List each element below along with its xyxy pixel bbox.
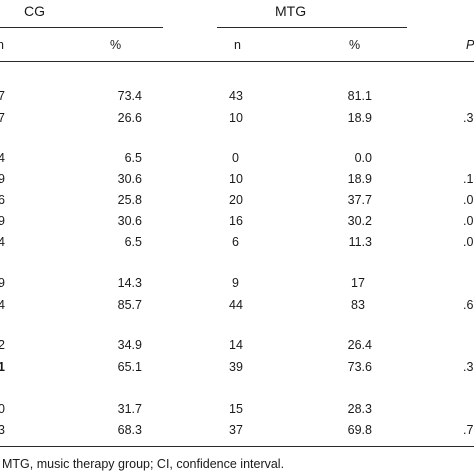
cell-pct-cg: 26.6 bbox=[117, 111, 142, 125]
group-header-mtg: MTG bbox=[275, 3, 307, 19]
cell-n-cg: 9 bbox=[0, 214, 5, 228]
cell-pct-cg: 6.5 bbox=[124, 235, 142, 249]
cell-pct-cg: 68.3 bbox=[117, 423, 142, 437]
cell-n-cg: 2 bbox=[0, 338, 5, 352]
cell-n-mtg: 44 bbox=[229, 298, 243, 312]
col-header-n-mtg: n bbox=[234, 38, 241, 52]
cell-n-mtg: 10 bbox=[229, 172, 243, 186]
cell-pct-cg: 30.6 bbox=[117, 172, 142, 186]
cell-n-cg: 4 bbox=[0, 298, 5, 312]
cell-pct-cg: 6.5 bbox=[124, 151, 142, 165]
table-footnote: MTG, music therapy group; CI, confidence… bbox=[2, 457, 285, 471]
cell-pct-cg: 30.6 bbox=[117, 214, 142, 228]
col-header-pct-cg: % bbox=[110, 38, 122, 52]
cell-n-mtg: 20 bbox=[229, 193, 243, 207]
cell-p: .3 bbox=[463, 360, 474, 374]
cell-n-cg: 3 bbox=[0, 423, 5, 437]
cell-n-cg: 4 bbox=[0, 151, 5, 165]
cell-n-cg: 6 bbox=[0, 193, 5, 207]
cg-group-rule bbox=[0, 27, 163, 28]
cell-pct-mtg: 30.2 bbox=[347, 214, 372, 228]
cell-p: .7 bbox=[463, 423, 474, 437]
mtg-group-rule bbox=[217, 27, 407, 28]
table-bottom-rule bbox=[0, 446, 474, 447]
cell-p: .0 bbox=[463, 214, 474, 228]
cell-n-mtg: 10 bbox=[229, 111, 243, 125]
cell-pct-mtg: 28.3 bbox=[347, 402, 372, 416]
cell-n-mtg: 15 bbox=[229, 402, 243, 416]
cell-n-mtg: 0 bbox=[232, 151, 239, 165]
cell-n-cg: 4 bbox=[0, 235, 5, 249]
col-header-n-cg: n bbox=[0, 38, 4, 52]
cell-p: .0 bbox=[463, 193, 474, 207]
cell-pct-mtg: 26.4 bbox=[347, 338, 372, 352]
cell-pct-mtg: 11.3 bbox=[348, 235, 372, 249]
cell-n-mtg: 9 bbox=[232, 276, 239, 290]
cell-n-mtg: 6 bbox=[232, 235, 239, 249]
cell-pct-mtg: 69.8 bbox=[347, 423, 372, 437]
cell-n-cg: 9 bbox=[0, 276, 5, 290]
cell-p: .6 bbox=[463, 298, 474, 312]
cell-n-mtg: 37 bbox=[229, 423, 243, 437]
cell-pct-mtg: 37.7 bbox=[347, 193, 372, 207]
cell-pct-mtg: 81.1 bbox=[347, 89, 372, 103]
col-header-p: P bbox=[466, 38, 474, 52]
cell-pct-mtg: 18.9 bbox=[347, 172, 372, 186]
cell-pct-mtg: 18.9 bbox=[347, 111, 372, 125]
cell-n-mtg: 43 bbox=[229, 89, 243, 103]
cell-n-cg: 9 bbox=[0, 172, 5, 186]
cell-pct-cg: 25.8 bbox=[117, 193, 142, 207]
cell-pct-cg: 31.7 bbox=[117, 402, 142, 416]
cell-n-mtg: 14 bbox=[229, 338, 243, 352]
cell-pct-cg: 34.9 bbox=[117, 338, 142, 352]
cell-pct-cg: 85.7 bbox=[117, 298, 142, 312]
cell-n-mtg: 39 bbox=[229, 360, 243, 374]
cell-pct-mtg: 73.6 bbox=[347, 360, 372, 374]
cell-n-cg: 0 bbox=[0, 402, 5, 416]
group-header-cg: CG bbox=[24, 3, 45, 19]
header-bottom-rule bbox=[0, 61, 474, 62]
cell-p: .1 bbox=[463, 172, 474, 186]
cell-n-cg: 7 bbox=[0, 111, 5, 125]
cell-p: .0 bbox=[463, 235, 474, 249]
cell-p: .3 bbox=[463, 111, 474, 125]
cell-pct-mtg: 17 bbox=[351, 276, 365, 290]
cell-n-mtg: 16 bbox=[229, 214, 243, 228]
cell-pct-mtg: 0.0 bbox=[354, 151, 372, 165]
col-header-pct-mtg: % bbox=[349, 38, 361, 52]
cell-pct-cg: 65.1 bbox=[117, 360, 142, 374]
cell-pct-cg: 73.4 bbox=[117, 89, 142, 103]
cell-n-cg: 7 bbox=[0, 89, 5, 103]
cell-pct-cg: 14.3 bbox=[117, 276, 142, 290]
cell-n-cg: 1 bbox=[0, 360, 5, 374]
cell-pct-mtg: 83 bbox=[351, 298, 365, 312]
